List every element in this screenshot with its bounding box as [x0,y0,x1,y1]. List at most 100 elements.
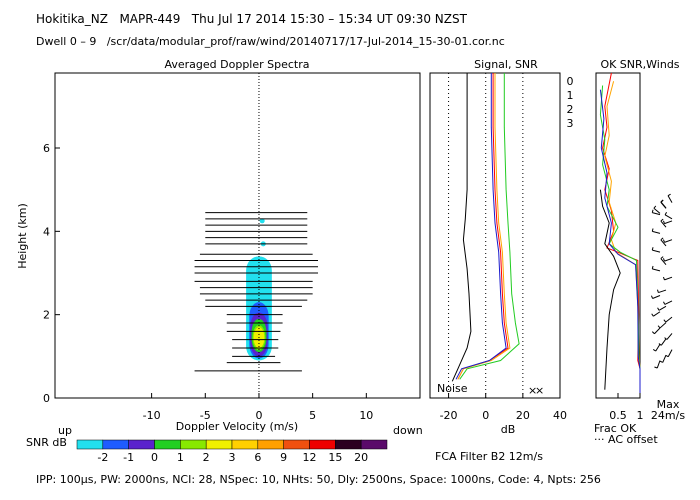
wind-barb-12 [652,295,661,299]
spectra-axes: -10 -5 0 5 10 0 2 4 6 [43,142,373,422]
wind-barb-15 [652,268,661,272]
wind-barb-flag-17 [662,258,665,262]
wind-barb-3 [655,343,661,352]
colorbar-level-9: 15 [328,451,342,464]
wind-barb-19 [660,239,667,247]
colorbar-swatch-10 [335,439,362,450]
max-value: 24m/s [651,409,685,422]
signal-xtick-label-2: 20 [516,409,530,422]
signal-xlabel: dB [501,423,516,436]
colorbar-level-0: -2 [97,451,108,464]
colorbar-level-7: 9 [280,451,287,464]
noise-marker-icon: × [528,384,537,397]
wind-barb-flag-27 [653,205,657,209]
wind-barb-27 [653,207,661,214]
colorbar-swatch-5 [205,439,233,450]
colorbar-label: SNR dB [26,436,67,449]
colorbar-level-3: 1 [177,451,184,464]
wind-barb-flag-16 [660,256,664,259]
signal-xtick-label-3: 40 [553,409,567,422]
wind-barb-22 [660,220,667,228]
wind-barb-flag-1 [659,360,663,363]
spectral-width-bars [194,212,319,372]
colorbar-level-8: 12 [303,451,317,464]
dwell-range: Dwell 0 – 9 [36,35,97,48]
colorbar-level-2: 0 [151,451,158,464]
wind-barb-flag-15 [651,265,654,269]
spectra-xtick-label-4: 10 [359,409,373,422]
wind-barb-flag-29 [667,193,671,197]
colorbar-level-5: 3 [229,451,236,464]
wind-barb-7 [659,322,667,329]
frac-ok-lines [599,72,641,394]
wind-barb-flag-21 [651,228,654,232]
wind-barb-13 [658,289,667,294]
x-end-label-up: up [58,424,72,437]
wind-barb-flag-14 [662,276,665,281]
wind-barb-flag-18 [651,247,654,251]
colorbar-level-10: 20 [354,451,368,464]
signal-xtick-label-0: -20 [440,409,458,422]
wind-barb-flag-3 [652,349,657,352]
wind-barb-20 [664,239,673,243]
wind-barb-5 [666,333,673,340]
spectra-ytick-label-0: 0 [43,392,50,405]
wind-barb-0 [656,360,661,369]
wind-barb-17 [664,257,673,262]
signal-series-0 [451,73,472,382]
wind-barb-6 [654,327,661,335]
wind-barb-flag-9 [651,313,654,317]
spectra-xtick-label-1: -5 [200,409,211,422]
signal-series-3 [459,73,520,380]
legend-label-0: 0 [567,75,574,88]
wind-barb-flag-6 [651,331,655,335]
wind-barb-8 [665,316,673,323]
colorbar-swatch-8 [283,439,310,450]
signal-snr-lines [451,73,520,382]
footer-filter: FCA Filter B2 12m/s [435,450,543,463]
wind-barb-11 [664,300,673,305]
colorbar-level-6: 6 [254,451,261,464]
wind-barb-26 [664,214,673,220]
spectra-ytick-label-3: 6 [43,142,50,155]
wind-barb-flag-19 [660,237,664,241]
wind-barb-4 [660,338,667,346]
spectra-ylabel: Height (km) [16,203,29,269]
snr-colorbar: SNR dB -2 -1 0 1 2 3 6 9 12 15 20 [26,436,388,464]
x-end-label-down: down [393,424,423,437]
wind-barb-flag-26 [664,211,668,216]
wind-barb-1 [662,354,667,363]
spectra-xtick-label-2: 0 [255,409,262,422]
wind-barb-flag-10 [657,307,660,311]
wind-barb-flag-22 [660,218,664,222]
wind-barb-flag-20 [662,239,665,243]
snr-speck-0 [259,218,265,224]
file-path: /scr/data/modular_prof/raw/wind/20140717… [106,35,505,48]
spectra-frame [54,72,421,399]
ok-snr-winds-panel: 0.5 1 OK SNR,Winds Frac OK ··· AC offset … [594,58,685,446]
colorbar-swatch-4 [180,439,207,450]
wind-barb-flag-2 [665,354,669,358]
wind-barb-flag-28 [660,199,664,203]
legend-label-2: 2 [567,103,574,116]
wind-barb-16 [660,258,667,265]
time-range: Thu Jul 17 2014 15:30 – 15:34 UT 09:30 N… [191,12,467,26]
wind-barbs [650,193,673,369]
winds-xtick-label-1: 1 [637,409,644,422]
noise-marker-2-icon: × [535,384,544,397]
colorbar-swatch-2 [128,439,155,450]
wind-barb-18 [652,249,661,253]
wind-barb-2 [667,349,673,357]
wind-barb-flag-13 [656,289,659,293]
spectra-xtick-label-0: -10 [143,409,161,422]
spectra-title: Averaged Doppler Spectra [164,58,309,71]
frac-ok-signal [599,189,621,390]
wind-barb-flag-5 [664,337,668,340]
wind-barb-14 [664,276,673,281]
signal-series-2 [457,73,511,380]
spectra-xtick-label-3: 5 [309,409,316,422]
winds-frame [595,72,641,399]
